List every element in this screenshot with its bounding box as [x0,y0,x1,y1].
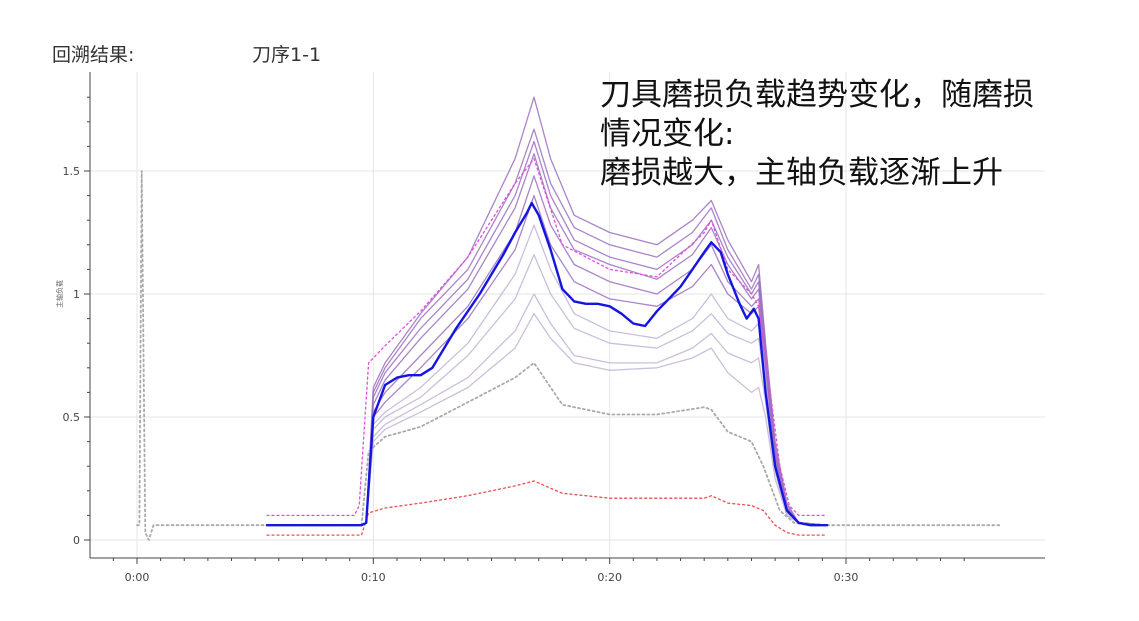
annotation-line-1: 刀具磨损负载趋势变化，随磨损 [600,77,1034,113]
y-axis-ticks: 0 0.5 1 1.5 [63,96,90,547]
series-line-upper-bound-1 [266,158,828,517]
header-label: 回溯结果: [52,44,135,66]
x-tick-label: 0:10 [361,571,386,584]
series-line-history-light-11 [266,253,828,526]
y-tick-label: 0 [73,534,80,547]
series-line-history-8 [266,175,828,526]
series-line-lower-bound-2 [266,480,828,536]
series-line-history-light-12 [266,293,828,526]
series-layer [136,96,1001,541]
y-axis-label: 主轴负载 [55,280,64,308]
chart-axes [89,72,1045,559]
x-tick-label: 0:20 [597,571,622,584]
x-axis-ticks: 0:00 0:10 0:20 0:30 [112,558,965,584]
series-line-history-light-13 [266,313,828,526]
series-line-history-light-10 [266,224,828,526]
x-tick-label: 0:00 [125,571,150,584]
x-tick-label: 0:30 [834,571,859,584]
series-line-history-9 [266,194,828,526]
header-tool-sequence: 刀序1-1 [252,44,322,66]
annotation-text: 刀具磨损负载趋势变化，随磨损 情况变化: 磨损越大，主轴负载逐渐上升 [600,76,1034,193]
annotation-line-3: 磨损越大，主轴负载逐渐上升 [600,155,1003,191]
y-tick-label: 0.5 [63,411,81,424]
y-tick-label: 1.5 [63,165,81,178]
y-tick-label: 1 [73,288,80,301]
annotation-line-2: 情况变化: [600,116,735,152]
series-line-current-0 [265,201,829,527]
series-line-mean-3 [136,170,1001,541]
